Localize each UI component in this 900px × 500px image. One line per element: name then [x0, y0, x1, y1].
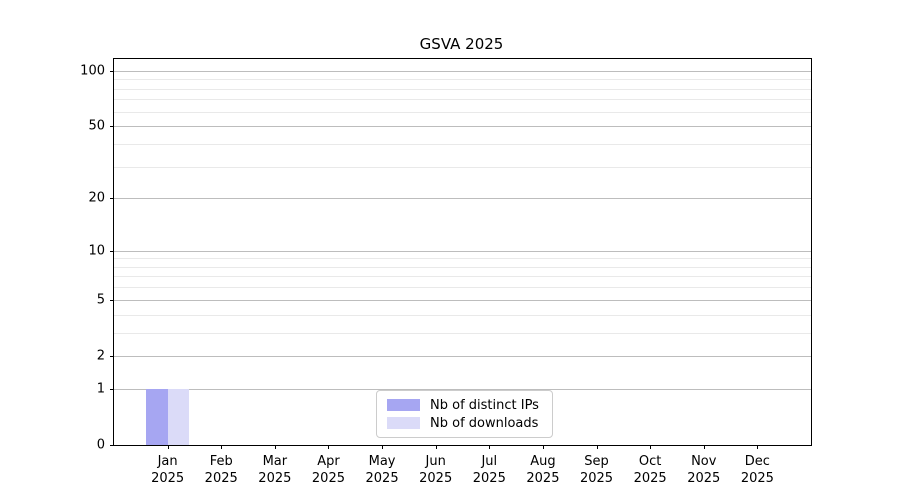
x-tick-mark	[382, 445, 384, 449]
x-tick-mark	[167, 445, 169, 449]
bar-distinct-ips	[146, 388, 168, 445]
x-tick-label: Jul 2025	[472, 454, 506, 486]
y-tick-label: 1	[96, 381, 105, 397]
y-tick-label: 100	[80, 63, 105, 79]
x-tick-mark	[274, 445, 276, 449]
x-tick-label: Nov 2025	[687, 454, 721, 486]
chart-title: GSVA 2025	[419, 35, 504, 53]
gridline-major	[114, 126, 811, 128]
gridline-minor	[114, 88, 811, 90]
x-tick-mark	[703, 445, 705, 449]
y-tick-label: 20	[88, 190, 105, 206]
x-tick-label: Aug 2025	[526, 454, 560, 486]
gridline-minor	[114, 287, 811, 289]
x-tick-mark	[221, 445, 223, 449]
gridline-major	[114, 299, 811, 301]
x-tick-mark	[435, 445, 437, 449]
gridline-major	[114, 70, 811, 72]
y-tick-mark	[110, 198, 114, 200]
x-tick-label: May 2025	[365, 454, 399, 486]
y-tick-mark	[110, 299, 114, 301]
x-tick-mark	[328, 445, 330, 449]
gridline-minor	[114, 111, 811, 113]
gridline-minor	[114, 166, 811, 168]
x-tick-label: Oct 2025	[633, 454, 667, 486]
legend-label-distinct-ips: Nb of distinct IPs	[430, 397, 539, 413]
legend-item-downloads: Nb of downloads	[387, 415, 542, 431]
x-tick-mark	[650, 445, 652, 449]
gridline-minor	[114, 79, 811, 81]
x-tick-mark	[489, 445, 491, 449]
plot-area: 0 1 2 5 10 20 50 100 Jan 2025 Feb 2025 Mar 2025 Apr…	[80, 58, 812, 486]
legend-swatch-downloads	[387, 417, 420, 429]
y-tick-label: 0	[96, 437, 105, 453]
y-tick-label: 5	[96, 292, 105, 308]
x-tick-label: Mar 2025	[258, 454, 292, 486]
y-tick-label: 10	[88, 243, 105, 259]
x-tick-label: Jan 2025	[151, 454, 185, 486]
gridline-minor	[114, 276, 811, 278]
y-tick-label: 2	[96, 348, 105, 364]
x-tick-label: Sep 2025	[579, 454, 614, 486]
gridline-minor	[114, 143, 811, 145]
legend-label-downloads: Nb of downloads	[430, 415, 539, 431]
y-tick-mark	[110, 250, 114, 252]
gridline-minor	[114, 266, 811, 268]
gridline-major	[114, 250, 811, 252]
y-tick-label: 50	[88, 118, 105, 134]
x-tick-label: Jun 2025	[419, 454, 453, 486]
x-tick-mark	[542, 445, 544, 449]
x-tick-mark	[596, 445, 598, 449]
gridline-minor	[114, 332, 811, 334]
gridline-major	[114, 355, 811, 357]
gridline-major	[114, 198, 811, 200]
gridline-major	[114, 388, 811, 390]
gridline-minor	[114, 258, 811, 260]
x-tick-label: Feb 2025	[204, 454, 238, 486]
legend: Nb of distinct IPs Nb of downloads	[376, 390, 553, 438]
y-tick-mark	[110, 126, 114, 128]
y-tick-mark	[110, 355, 114, 357]
x-tick-mark	[757, 445, 759, 449]
bar-downloads	[167, 388, 190, 445]
legend-swatch-distinct-ips	[387, 399, 420, 411]
legend-item-distinct-ips: Nb of distinct IPs	[387, 397, 542, 413]
x-tick-label: Apr 2025	[311, 454, 345, 486]
x-tick-label: Dec 2025	[740, 454, 774, 486]
gridline-minor	[114, 314, 811, 316]
y-tick-mark	[110, 388, 114, 390]
gridline-minor	[114, 99, 811, 101]
y-tick-mark	[110, 70, 114, 72]
y-tick-mark	[110, 445, 114, 446]
